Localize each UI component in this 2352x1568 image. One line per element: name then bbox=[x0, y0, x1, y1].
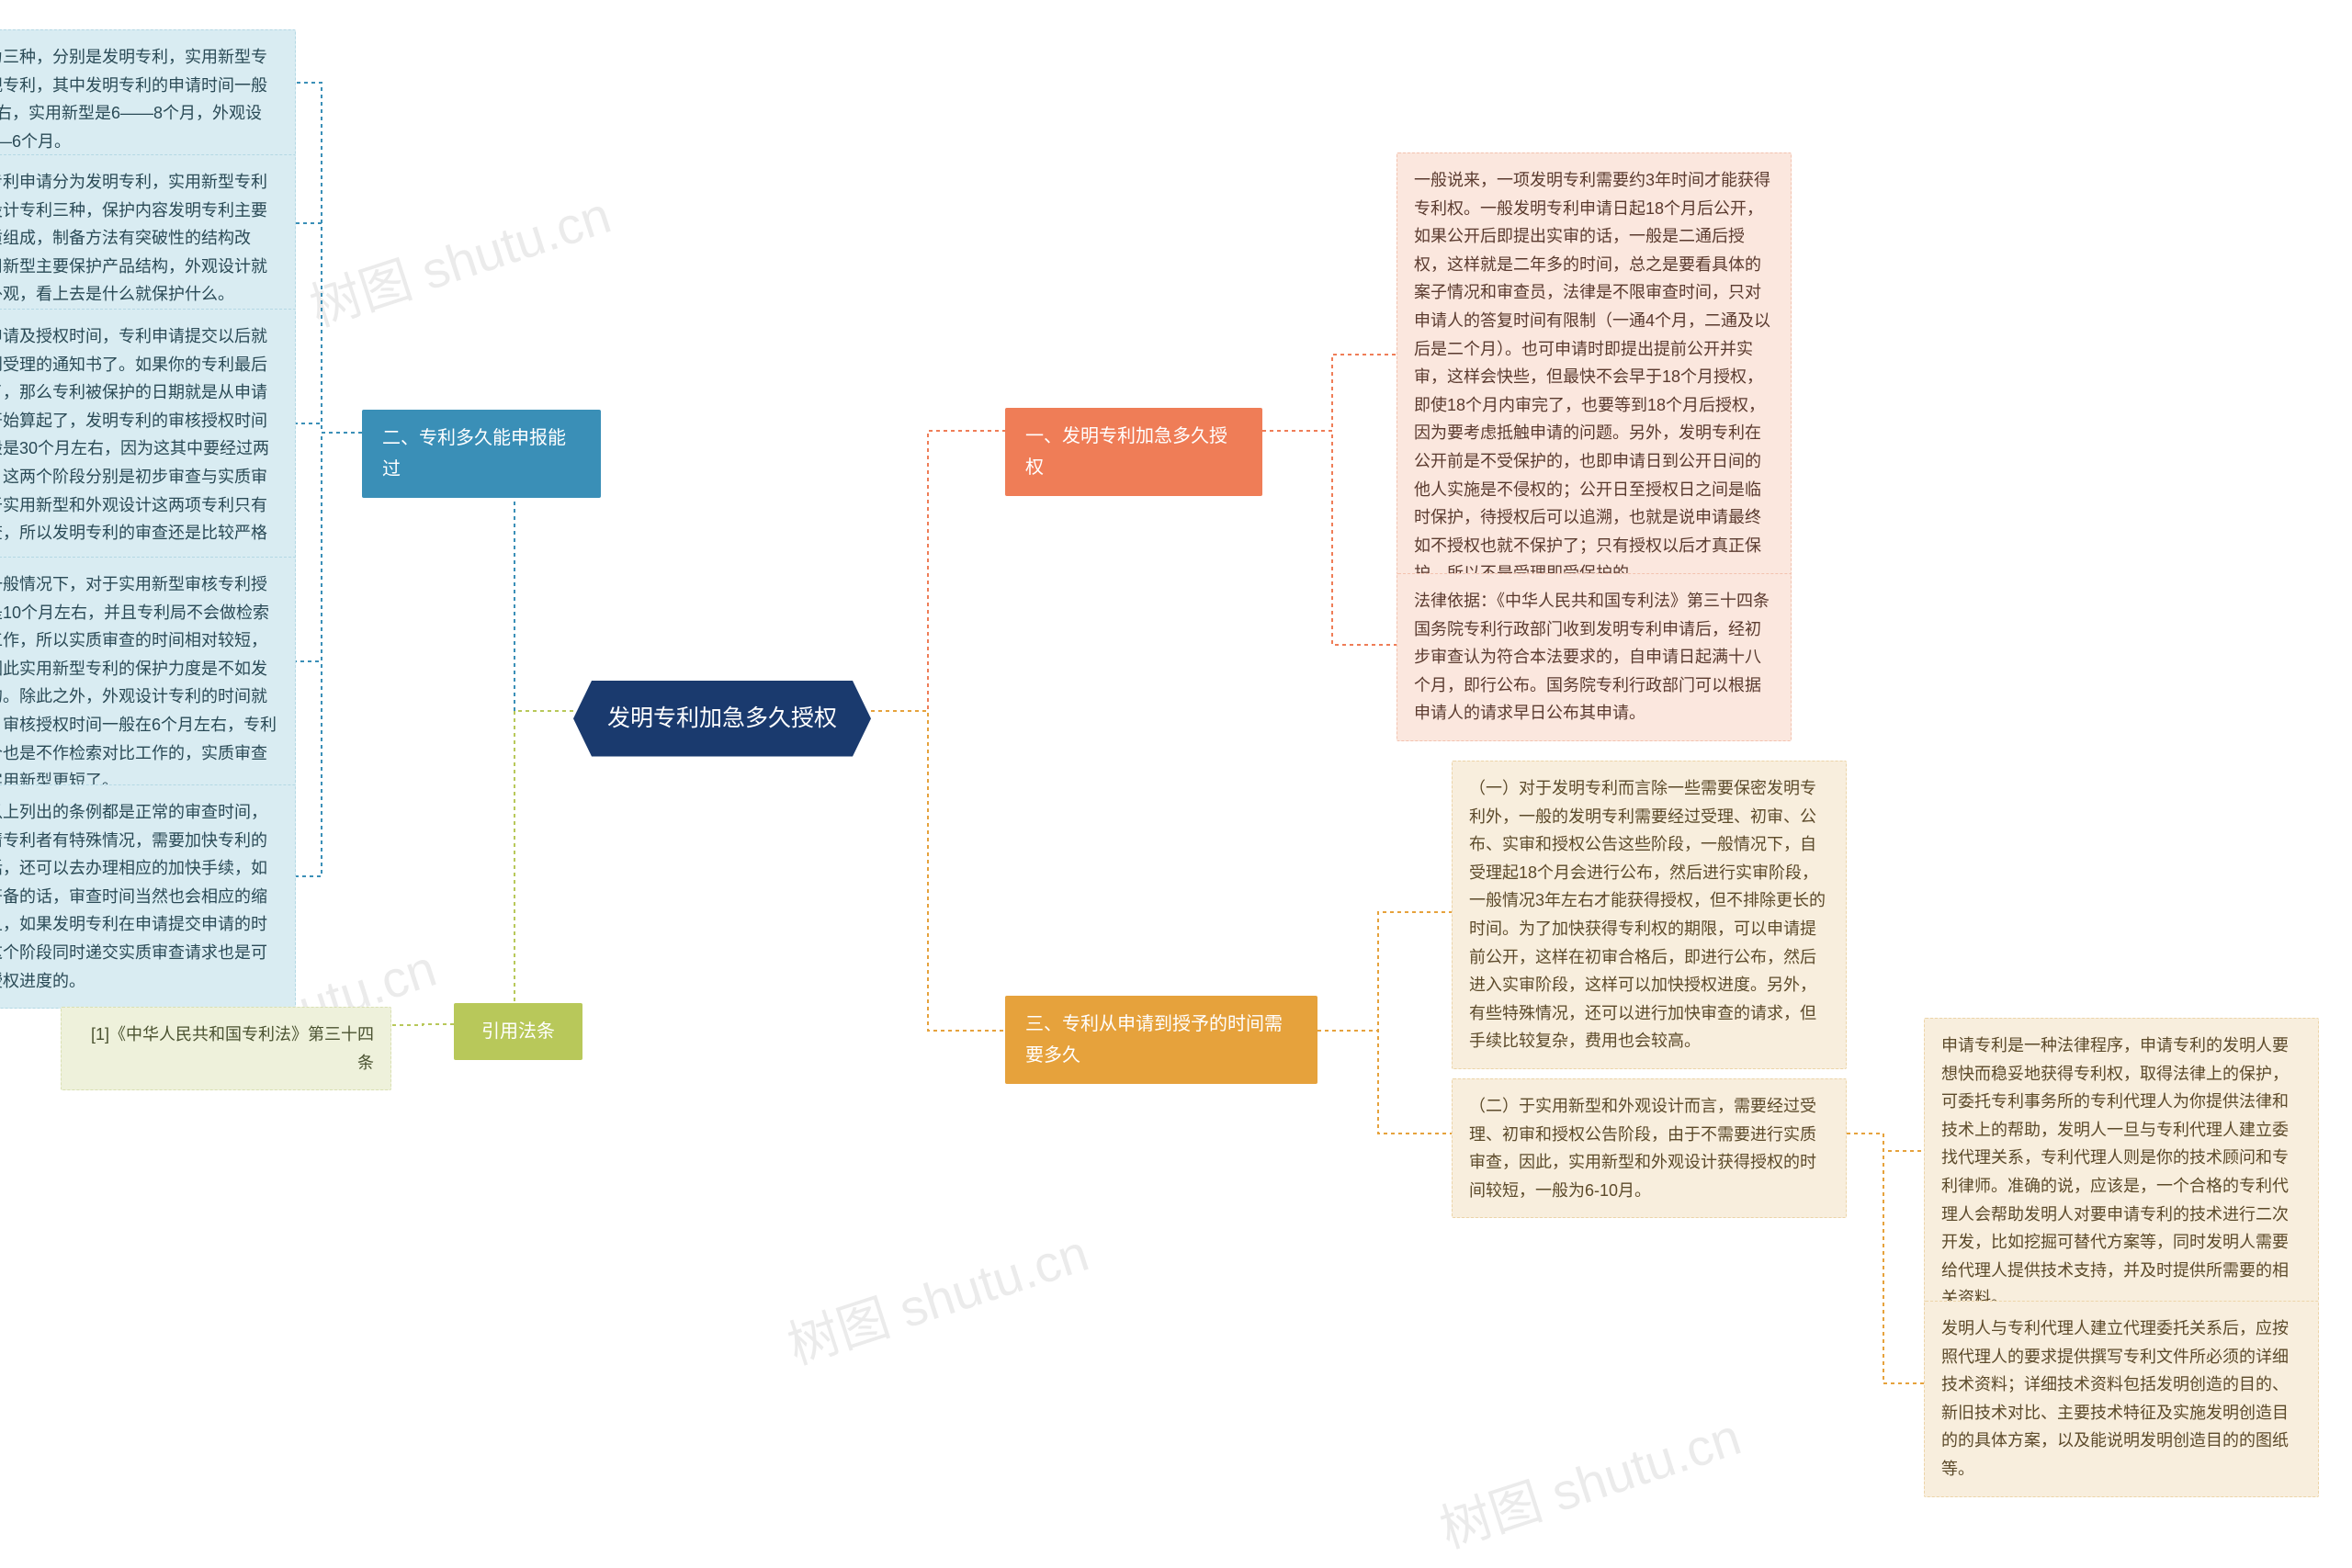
watermark: 树图 shutu.cn bbox=[777, 1213, 1097, 1380]
branch-3-leaf: 申请专利是一种法律程序，申请专利的发明人要想快而稳妥地获得专利权，取得法律上的保… bbox=[1924, 1018, 2319, 1326]
branch-3-leaf: 发明人与专利代理人建立代理委托关系后，应按照代理人的要求提供撰写专利文件所必须的… bbox=[1924, 1301, 2319, 1497]
branch-3-leaf: （二）于实用新型和外观设计而言，需要经过受理、初审和授权公告阶段，由于不需要进行… bbox=[1452, 1078, 1847, 1218]
branch-2[interactable]: 二、专利多久能申报能过 bbox=[362, 410, 601, 498]
watermark: 树图 shutu.cn bbox=[300, 175, 619, 342]
branch-3[interactable]: 三、专利从申请到授予的时间需要多久 bbox=[1005, 996, 1317, 1084]
center-node[interactable]: 发明专利加急多久授权 bbox=[573, 681, 871, 757]
branch-1-leaf: 法律依据：《中华人民共和国专利法》第三十四条国务院专利行政部门收到发明专利申请后… bbox=[1396, 573, 1792, 741]
branch-2-leaf: （四）以上列出的条例都是正常的审查时间，如果申请专利者有特殊情况，需要加快专利的… bbox=[0, 784, 296, 1009]
branch-2-leaf: 专利分为三种，分别是发明专利，实用新型专利和外观专利，其中发明专利的申请时间一般… bbox=[0, 29, 296, 169]
branch-2-leaf: （二）申请及授权时间，专利申请提交以后就可以拿到受理的通知书了。如果你的专利最后… bbox=[0, 309, 296, 589]
branch-2-leaf: （一）专利申请分为发明专利，实用新型专利和外观设计专利三种，保护内容发明专利主要… bbox=[0, 154, 296, 322]
branch-1[interactable]: 一、发明专利加急多久授权 bbox=[1005, 408, 1262, 496]
branch-4[interactable]: 引用法条 bbox=[454, 1003, 582, 1060]
branch-3-leaf: （一）对于发明专利而言除一些需要保密发明专利外，一般的发明专利需要经过受理、初审… bbox=[1452, 761, 1847, 1069]
watermark: 树图 shutu.cn bbox=[1430, 1396, 1749, 1563]
branch-2-leaf: （三）一般情况下，对于实用新型审核专利授权时间是10个月左右，并且专利局不会做检… bbox=[0, 557, 296, 809]
branch-1-leaf: 一般说来，一项发明专利需要约3年时间才能获得专利权。一般发明专利申请日起18个月… bbox=[1396, 152, 1792, 602]
branch-4-leaf: [1]《中华人民共和国专利法》第三十四条 bbox=[61, 1007, 391, 1090]
